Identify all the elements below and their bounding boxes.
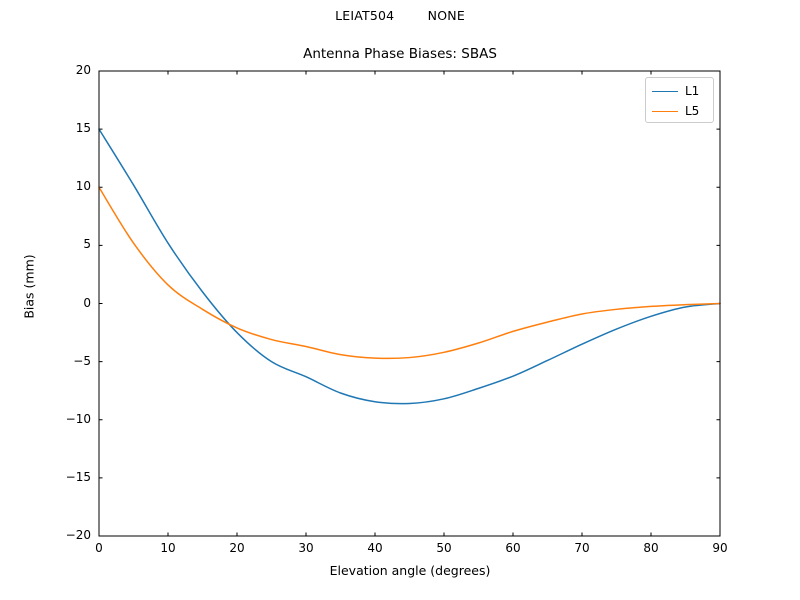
x-tick-label: 40 bbox=[367, 541, 383, 555]
data-series-group bbox=[98, 128, 721, 405]
legend[interactable]: L1 L5 bbox=[645, 77, 714, 123]
x-tick-label: 70 bbox=[574, 541, 590, 555]
axes-frame bbox=[98, 70, 721, 537]
y-axis-label: Bias (mm) bbox=[21, 254, 37, 319]
x-tick-label: 80 bbox=[643, 541, 659, 555]
y-tick-label: 20 bbox=[75, 63, 91, 77]
data-line-l5 bbox=[98, 186, 721, 360]
x-tick-label: 0 bbox=[95, 541, 103, 555]
y-tick-label: 15 bbox=[75, 121, 91, 136]
legend-label-l1: L1 bbox=[685, 84, 700, 98]
y-tick-label: 10 bbox=[75, 179, 91, 194]
x-tick-label: 60 bbox=[505, 541, 521, 555]
x-axis-label: Elevation angle (degrees) bbox=[329, 563, 491, 578]
axes-background bbox=[99, 71, 720, 536]
y-tick-label: −20 bbox=[65, 528, 91, 542]
y-tick-label: −15 bbox=[65, 469, 91, 484]
legend-item-l1[interactable]: L1 bbox=[652, 82, 699, 100]
y-tick-label: 5 bbox=[83, 237, 91, 252]
x-tick-label: 90 bbox=[712, 541, 728, 555]
legend-swatch-l5 bbox=[652, 110, 678, 112]
figure-suptitle: LEIAT504 NONE bbox=[335, 8, 465, 23]
x-tick-label: 20 bbox=[229, 541, 245, 555]
x-tick-label: 50 bbox=[436, 541, 452, 555]
y-tick-label: −5 bbox=[73, 353, 91, 368]
x-tick-label: 30 bbox=[298, 541, 314, 555]
legend-swatch-l1 bbox=[652, 90, 678, 92]
data-line-l1 bbox=[98, 128, 721, 405]
chart-title: Antenna Phase Biases: SBAS bbox=[303, 46, 497, 62]
y-tick-label: 0 bbox=[83, 295, 91, 310]
legend-label-l5: L5 bbox=[685, 104, 700, 118]
x-tick-label: 10 bbox=[160, 541, 176, 555]
y-tick-label: −10 bbox=[65, 411, 91, 426]
legend-item-l5[interactable]: L5 bbox=[652, 102, 699, 120]
